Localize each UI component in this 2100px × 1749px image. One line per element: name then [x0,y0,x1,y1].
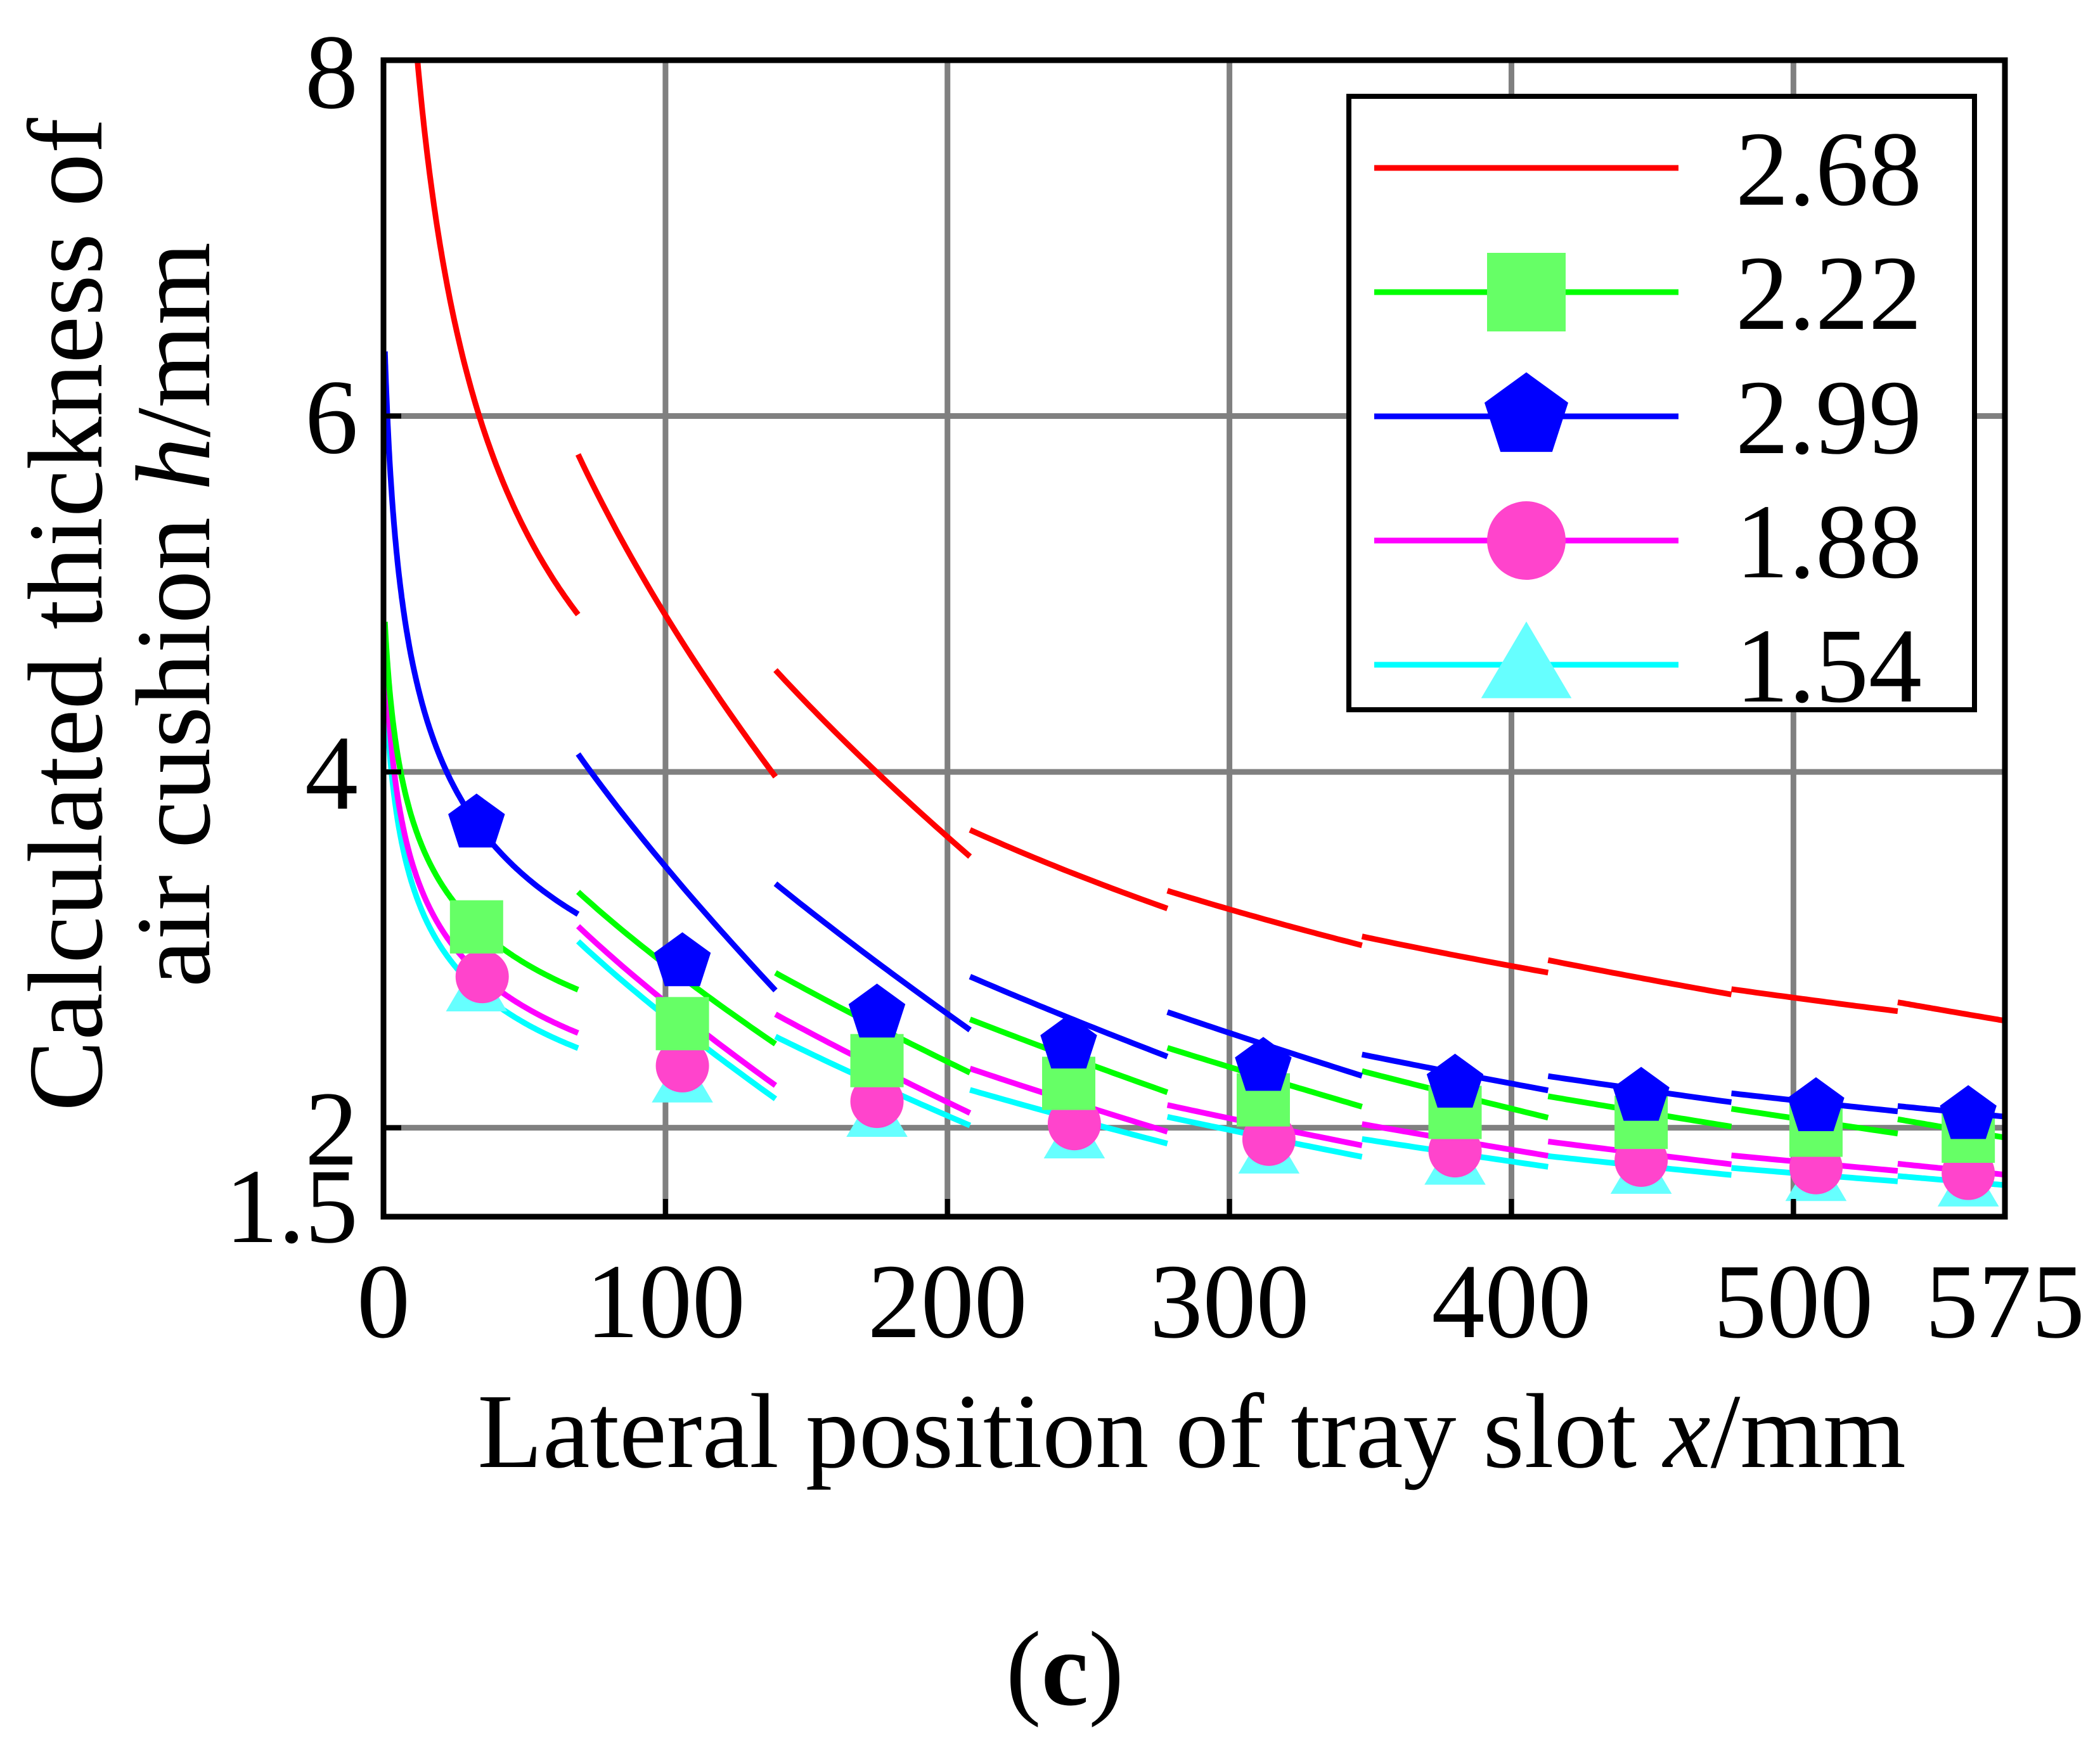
x-tick-label: 500 [1713,1243,1873,1361]
series-2.99-marker [1613,1067,1670,1121]
y-axis-label-line2-text: air cushion [115,490,233,987]
legend-marker [1481,621,1572,698]
x-tick-label: 0 [357,1243,410,1361]
series-2.68-segment [575,453,778,779]
plot-frame [380,57,2008,1220]
legend-entry-2.99: 2.99 [1374,359,1922,477]
plot-area-series [383,60,2005,1207]
x-axis-label-unit: /mm [1711,1373,1906,1490]
legend-marker [1487,253,1566,331]
x-axis-label: Lateral position of tray slot x/mm [477,1373,1906,1490]
series-2.68 [415,60,2005,1024]
legend-label: 2.99 [1736,359,1922,477]
series-2.68-segment [415,60,581,617]
y-tick-label: 2 [305,1070,358,1188]
y-axis-label-unit: /mm [115,242,233,437]
x-tick-label: 100 [586,1243,745,1361]
series-2.99-marker [1235,1037,1292,1091]
series-2.99-marker [848,983,906,1038]
y-tick-label: 8 [305,13,358,131]
legend-entry-1.88: 1.88 [1374,483,1922,601]
legend: 2.682.222.991.881.54 [1346,94,1977,725]
series-1.88-marker [655,1039,709,1092]
series-2.99-marker [1788,1077,1845,1131]
series-2.99-marker [1940,1085,1997,1139]
figure-caption: (c) [1006,1610,1124,1728]
caption-letter: c [1041,1610,1089,1728]
legend-label: 1.88 [1736,483,1922,601]
caption-close: ) [1088,1610,1124,1728]
series-1.88-marker [455,950,509,1004]
legend-marker [1487,501,1566,580]
caption-open: ( [1006,1610,1041,1728]
series-2.68-segment [1547,957,1732,997]
series-2.99-marker [1040,1015,1097,1069]
series-2.99-segment [383,349,580,917]
legend-marker [1484,372,1569,452]
x-tick-label: 575 [1925,1243,2085,1361]
series-2.22-marker [850,1034,904,1087]
x-tick-label: 400 [1431,1243,1591,1361]
legend-entry-2.22: 2.22 [1374,234,1922,352]
y-axis-label-line2: air cushion h/mm [115,242,233,987]
y-tick-label: 1.5 [225,1148,358,1265]
y-axis-label-line1: Calculated thickness of [7,118,125,1112]
legend-label: 1.54 [1736,607,1922,725]
series-1.88-segment [383,646,579,1036]
legend-box [1346,94,1977,712]
series-2.68-segment [1730,986,1898,1015]
y-axis-label-var: h [115,437,233,490]
series-2.68-segment [969,827,1169,911]
series-2.68-segment [1361,933,1549,976]
series-2.99-marker [1426,1053,1484,1108]
x-tick-label: 200 [868,1243,1027,1361]
legend-label: 2.22 [1736,234,1922,352]
series-2.68-segment [1166,888,1363,949]
series-2.68-segment [773,668,972,859]
series-2.99-marker [654,932,711,987]
series-2.68-segment [1897,999,2005,1024]
y-tick-label: 6 [305,359,358,477]
legend-entry-1.54: 1.54 [1374,607,1922,725]
series-2.99 [383,349,2005,1139]
axis-ticks: 0 100 200 300 400 500 575 1.52 4 6 8 [225,13,2085,1361]
legend-entry-2.68: 2.68 [1374,110,1922,228]
series-2.99-marker [448,793,505,848]
y-tick-label: 4 [305,714,358,832]
series-1.88-marker [850,1075,904,1129]
x-axis-label-var: x [1661,1373,1711,1490]
series-2.22-marker [655,997,709,1051]
series-2.99-segment [576,752,778,992]
series-1.88-marker [1047,1097,1101,1151]
x-axis-label-text: Lateral position of tray slot [477,1373,1663,1490]
series-2.22-marker [449,900,503,954]
legend-label: 2.68 [1736,110,1922,228]
x-tick-label: 300 [1150,1243,1310,1361]
series-2.99-segment [773,881,972,1032]
series-2.22-segment [383,619,579,992]
series-1.88 [383,646,2005,1200]
